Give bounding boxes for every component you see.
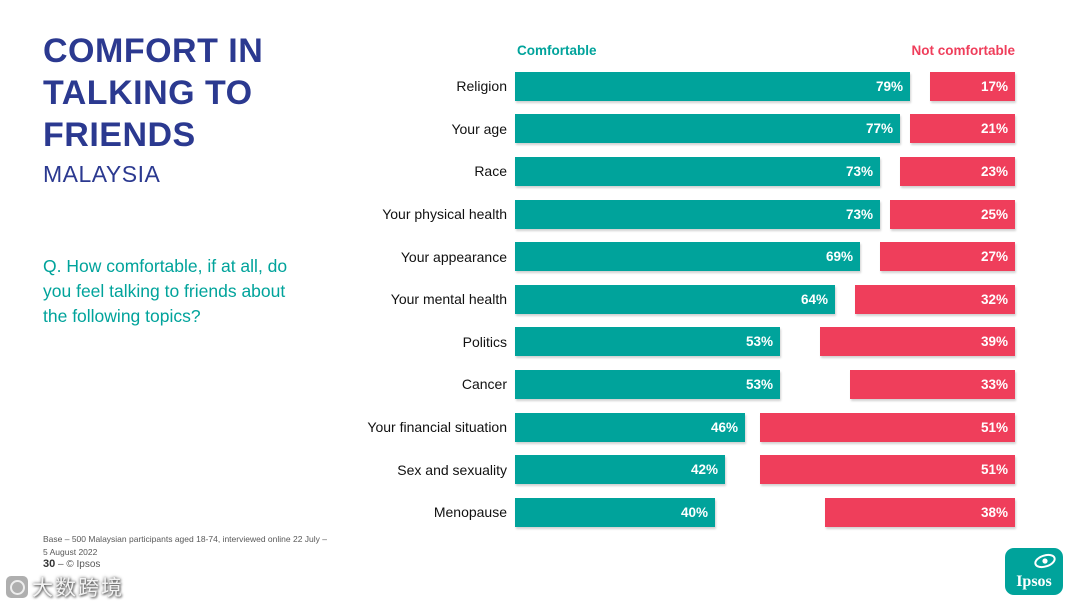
page-title-line-1: COMFORT IN <box>43 32 264 70</box>
comfortable-bar: 64% <box>515 284 835 314</box>
not-comfortable-bar: 17% <box>930 71 1015 101</box>
category-label: Cancer <box>461 376 507 393</box>
base-note-line-2: 5 August 2022 <box>43 547 98 558</box>
page-title-line-3: FRIENDS <box>43 116 196 155</box>
ipsos-logo-text: Ipsos <box>1016 573 1052 590</box>
bar-area: 73% 23% <box>515 156 1015 186</box>
category-label: Politics <box>462 333 507 350</box>
not-comfortable-bar: 25% <box>890 199 1015 229</box>
chart-row: Race 73% 23% <box>336 150 1015 193</box>
not-comfortable-bar: 51% <box>760 455 1015 485</box>
comfortable-bar: 73% <box>515 199 880 229</box>
bar-chart: Comfortable Not comfortable Religion 79% 1… <box>336 40 1015 534</box>
bar-area: 40% 38% <box>515 497 1015 527</box>
category-label: Your appearance <box>400 248 507 265</box>
legend-comfortable: Comfortable <box>517 43 597 58</box>
chart-row: Your financial situation 46% 51% <box>336 406 1015 449</box>
page-title-line-2: TALKING TO <box>43 74 253 113</box>
not-comfortable-bar: 21% <box>910 114 1015 144</box>
bar-area: 46% 51% <box>515 412 1015 442</box>
category-label: Your financial situation <box>367 419 507 436</box>
not-comfortable-bar: 38% <box>825 497 1015 527</box>
bar-area: 53% 39% <box>515 327 1015 357</box>
not-comfortable-bar: 39% <box>820 327 1015 357</box>
bar-area: 64% 32% <box>515 284 1015 314</box>
category-label: Sex and sexuality <box>397 461 507 478</box>
comfortable-bar: 46% <box>515 412 745 442</box>
chart-row: Politics 53% 39% <box>336 321 1015 364</box>
category-label: Your age <box>451 120 507 137</box>
base-note: Base – 500 Malaysian participants aged 1… <box>43 533 383 559</box>
ipsos-logo-mark: Ipsos <box>1016 553 1056 590</box>
bar-area: 79% 17% <box>515 71 1015 101</box>
category-label: Your mental health <box>390 291 507 308</box>
not-comfortable-bar: 33% <box>850 369 1015 399</box>
chart-row: Your mental health 64% 32% <box>336 278 1015 321</box>
chart-rows: Religion 79% 17% Your age 77% 21% Race 73% 23% Yo… <box>336 65 1015 534</box>
not-comfortable-bar: 32% <box>855 284 1015 314</box>
comfortable-bar: 69% <box>515 242 860 272</box>
copyright-text: © Ipsos <box>66 559 101 570</box>
legend-not-comfortable: Not comfortable <box>911 43 1015 58</box>
watermark-text: 大数跨境 <box>32 577 124 600</box>
base-note-line-1: Base – 500 Malaysian participants aged 1… <box>43 534 327 544</box>
watermark-icon <box>6 576 28 598</box>
chart-row: Menopause 40% 38% <box>336 491 1015 534</box>
footer-separator: – <box>58 559 64 570</box>
category-label: Race <box>474 163 507 180</box>
chart-row: Your appearance 69% 27% <box>336 235 1015 278</box>
category-label: Your physical health <box>382 206 507 223</box>
ipsos-logo: Ipsos <box>1005 548 1063 595</box>
comfortable-bar: 53% <box>515 369 780 399</box>
chart-row: Religion 79% 17% <box>336 65 1015 108</box>
chart-row: Your physical health 73% 25% <box>336 193 1015 236</box>
page-footer: 30 – © Ipsos <box>43 558 100 570</box>
watermark: 大数跨境 <box>6 572 124 602</box>
title-block: COMFORT IN TALKING TO FRIENDS MALAYSIA <box>43 30 338 188</box>
comfortable-bar: 40% <box>515 497 715 527</box>
bar-area: 42% 51% <box>515 455 1015 485</box>
chart-row: Cancer 53% 33% <box>336 363 1015 406</box>
comfortable-bar: 77% <box>515 114 900 144</box>
comfortable-bar: 79% <box>515 71 910 101</box>
bar-area: 69% 27% <box>515 242 1015 272</box>
not-comfortable-bar: 27% <box>880 242 1015 272</box>
not-comfortable-bar: 51% <box>760 412 1015 442</box>
category-label: Menopause <box>433 504 507 521</box>
chart-row: Sex and sexuality 42% 51% <box>336 448 1015 491</box>
bar-area: 53% 33% <box>515 369 1015 399</box>
chart-legend: Comfortable Not comfortable <box>336 40 1015 61</box>
chart-row: Your age 77% 21% <box>336 108 1015 151</box>
comfortable-bar: 42% <box>515 455 725 485</box>
page-number: 30 <box>43 558 56 570</box>
question-text: Q. How comfortable, if at all, do you fe… <box>43 256 288 326</box>
bar-area: 77% 21% <box>515 114 1015 144</box>
comfortable-bar: 53% <box>515 327 780 357</box>
bar-area: 73% 25% <box>515 199 1015 229</box>
category-label: Religion <box>456 78 507 95</box>
not-comfortable-bar: 23% <box>900 156 1015 186</box>
comfortable-bar: 73% <box>515 156 880 186</box>
page-subtitle: MALAYSIA <box>43 161 161 188</box>
